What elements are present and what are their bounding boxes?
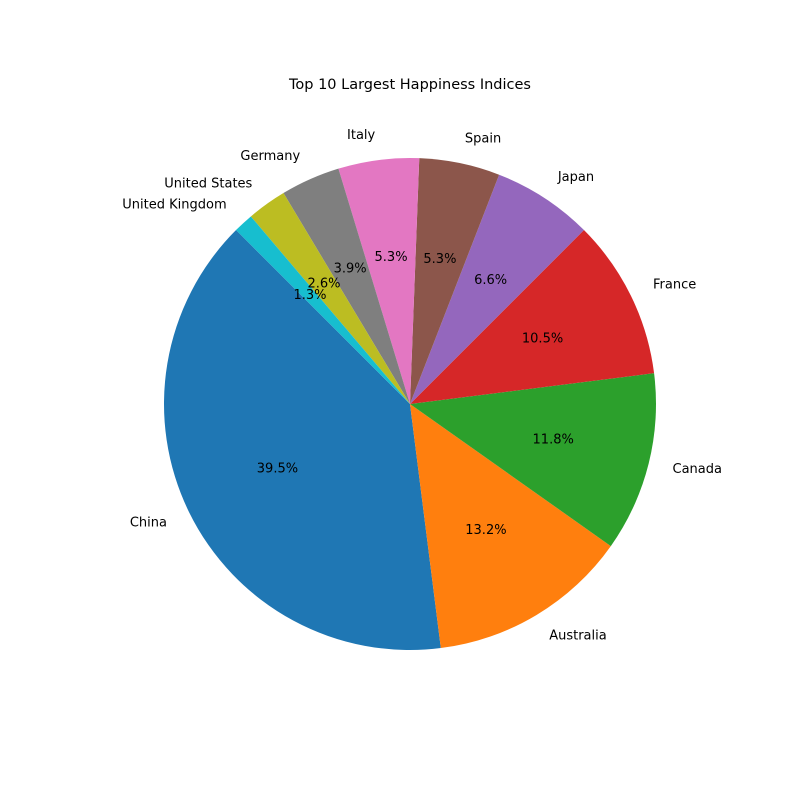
pie-slice-spain — [410, 158, 500, 404]
chart-title: Top 10 Largest Happiness Indices — [288, 77, 531, 93]
pct-label-united-kingdom: 1.3% — [293, 288, 326, 303]
pie-slice-united-kingdom — [236, 216, 410, 404]
pie-labels: China 39.5% Australia 13.2% Canada 11.8% Franc… — [122, 128, 722, 643]
pct-label-china: 39.5% — [257, 461, 298, 476]
pie-slice-japan — [410, 174, 584, 404]
pct-label-italy: 5.3% — [375, 250, 408, 265]
slice-label-china: China — [130, 516, 167, 531]
pct-label-australia: 13.2% — [465, 523, 506, 538]
pie-slice-canada — [410, 373, 656, 547]
pie-slice-france — [410, 230, 655, 404]
pct-label-united-states: 2.6% — [307, 277, 340, 292]
slice-label-australia: Australia — [549, 629, 607, 644]
pie-slice-china — [164, 230, 441, 651]
pct-label-spain: 5.3% — [423, 252, 456, 267]
pct-label-canada: 11.8% — [533, 432, 574, 447]
slice-label-germany: Germany — [240, 149, 300, 164]
slice-label-canada: Canada — [673, 462, 722, 477]
slice-label-spain: Spain — [465, 132, 501, 147]
slice-label-france: France — [653, 277, 696, 292]
pie-slice-australia — [410, 404, 611, 649]
pct-label-japan: 6.6% — [474, 273, 507, 288]
pie-slice-united-states — [250, 193, 410, 404]
slice-label-italy: Italy — [347, 128, 376, 143]
pct-label-france: 10.5% — [522, 332, 563, 347]
pie-slice-germany — [283, 168, 410, 404]
slice-label-united-kingdom: United Kingdom — [122, 198, 226, 213]
slice-label-united-states: United States — [164, 177, 252, 192]
slice-label-japan: Japan — [557, 170, 594, 185]
pie-slice-italy — [338, 158, 420, 404]
pct-label-germany: 3.9% — [334, 262, 367, 277]
pie-slices — [164, 158, 656, 651]
